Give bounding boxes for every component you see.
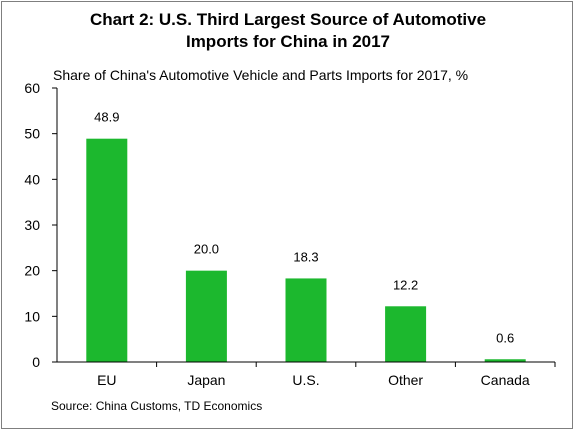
bar (385, 306, 427, 362)
chart-title-line-2: Imports for China in 2017 (185, 32, 391, 51)
y-tick-label: 50 (24, 126, 40, 142)
x-category-label: Canada (481, 372, 530, 388)
bar (484, 359, 526, 362)
y-tick-label: 40 (24, 171, 40, 187)
value-label: 12.2 (393, 277, 418, 292)
x-category-label: Other (388, 372, 423, 388)
chart-title-line-1: Chart 2: U.S. Third Largest Source of Au… (89, 10, 487, 29)
bar (86, 138, 128, 362)
value-label: 0.6 (496, 330, 514, 345)
value-label: 48.9 (94, 110, 119, 125)
y-tick-label: 30 (24, 217, 40, 233)
y-tick-label: 0 (32, 354, 40, 370)
x-axis: EU Japan U.S. Other Canada (57, 361, 556, 388)
y-tick-label: 20 (24, 263, 40, 279)
value-labels: 48.9 20.0 18.3 12.2 0.6 (94, 110, 514, 346)
bars (86, 138, 526, 362)
chart-title: Chart 2: U.S. Third Largest Source of Au… (0, 9, 576, 53)
value-label: 18.3 (293, 249, 318, 264)
bar (285, 278, 327, 362)
x-category-label: U.S. (292, 372, 319, 388)
value-label: 20.0 (194, 242, 219, 257)
x-category-label: Japan (187, 372, 225, 388)
chart-subtitle: Share of China's Automotive Vehicle and … (53, 67, 468, 83)
bar (185, 270, 227, 362)
x-category-label: EU (97, 372, 116, 388)
y-tick-label: 60 (24, 80, 40, 96)
y-tick-label: 10 (24, 308, 40, 324)
y-axis: 0 10 20 30 40 50 60 (24, 80, 58, 370)
source-note: Source: China Customs, TD Economics (51, 399, 262, 413)
